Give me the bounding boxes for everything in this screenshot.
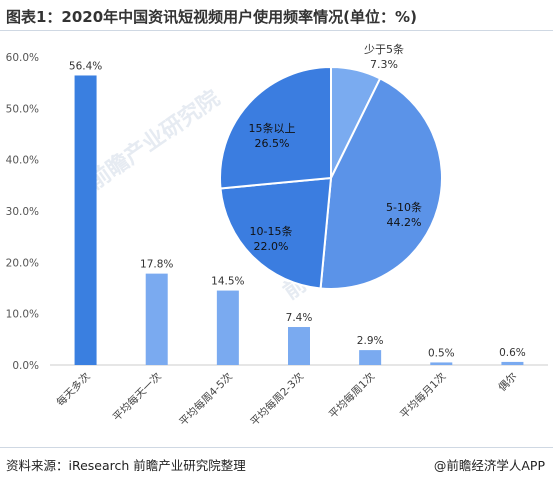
bar-value-label: 14.5% (211, 276, 244, 288)
x-tick-label: 平均每周1次 (326, 370, 377, 421)
bar (359, 350, 382, 365)
x-tick-label: 平均每天一次 (110, 370, 164, 424)
pie-slice (219, 65, 332, 190)
title-divider (0, 30, 553, 31)
brand-credit: @前瞻经济学人APP (433, 458, 545, 473)
source-note: 资料来源：iResearch 前瞻产业研究院整理 (6, 458, 246, 473)
bar (430, 362, 453, 365)
bar (74, 75, 97, 365)
pie-chart: 少于5条 7.3% 5-10条 44.2% 10-15条 22.0% 15条以上 26.5% (219, 42, 443, 290)
bar-value-label: 17.8% (140, 259, 173, 271)
bar (145, 273, 168, 365)
x-tick-label: 平均每月1次 (397, 370, 448, 421)
bar-value-label: 7.4% (286, 312, 313, 324)
watermark-text-1: 前瞻产业研究院 (84, 85, 225, 195)
pie-value-label: 44.2% (387, 216, 422, 229)
x-tick-label: 平均每周2-3次 (248, 370, 307, 429)
pie-value-label: 7.3% (370, 58, 398, 71)
pie-value-label: 22.0% (254, 240, 289, 253)
pie-category-label: 15条以上 (249, 121, 296, 135)
pie-category-label: 少于5条 (364, 42, 404, 56)
pie-slice (219, 176, 333, 290)
footer-divider (0, 447, 553, 448)
bar-value-label: 2.9% (357, 335, 384, 347)
bar-value-label: 56.4% (69, 60, 102, 72)
pie-slice (319, 77, 443, 290)
y-tick-label: 40.0% (6, 155, 39, 167)
pie-category-label: 5-10条 (386, 200, 422, 214)
y-axis: 0.0% 10.0% 20.0% 30.0% 40.0% 50.0% 60.0% (6, 52, 39, 372)
y-tick-label: 30.0% (6, 206, 39, 218)
bar-value-label: 0.6% (499, 347, 526, 359)
chart-title: 图表1：2020年中国资讯短视频用户使用频率情况(单位：%) (6, 8, 417, 26)
bar-value-label: 0.5% (428, 347, 455, 359)
x-tick-label: 平均每周4-5次 (177, 370, 236, 429)
bar (501, 361, 524, 365)
bar (216, 290, 239, 365)
bar (288, 327, 310, 365)
x-tick-label: 偶尔 (496, 370, 520, 394)
y-tick-label: 60.0% (6, 52, 39, 64)
pie-value-label: 26.5% (255, 137, 290, 150)
y-tick-label: 10.0% (6, 309, 39, 321)
x-tick-label: 每天多次 (54, 370, 93, 409)
y-tick-label: 20.0% (6, 257, 39, 269)
y-tick-label: 0.0% (12, 360, 39, 372)
pie-category-label: 10-15条 (250, 224, 293, 238)
y-tick-label: 50.0% (6, 103, 39, 115)
